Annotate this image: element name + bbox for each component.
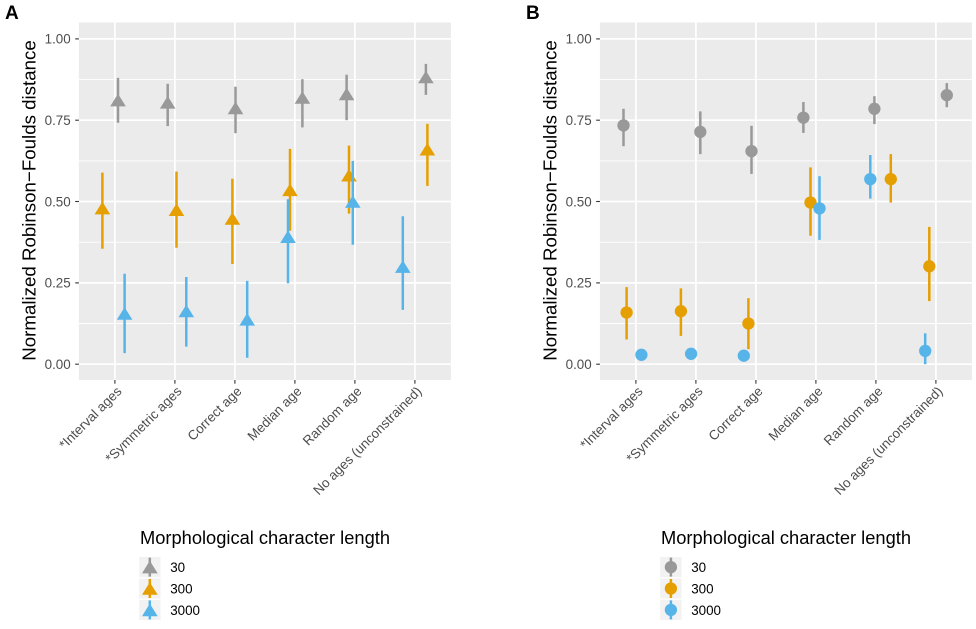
svg-text:0.00: 0.00	[566, 357, 592, 372]
svg-text:0.00: 0.00	[45, 357, 71, 372]
svg-text:3000: 3000	[691, 603, 721, 618]
svg-text:30: 30	[170, 560, 185, 575]
svg-text:0.25: 0.25	[45, 276, 71, 291]
svg-text:300: 300	[691, 582, 713, 597]
svg-text:30: 30	[691, 560, 706, 575]
svg-text:300: 300	[170, 582, 192, 597]
svg-text:A: A	[5, 3, 19, 24]
svg-text:Morphological character length: Morphological character length	[140, 527, 390, 548]
svg-text:B: B	[526, 3, 540, 24]
svg-text:0.25: 0.25	[566, 276, 592, 291]
svg-text:Morphological character length: Morphological character length	[661, 527, 911, 548]
svg-text:1.00: 1.00	[566, 32, 592, 47]
svg-text:0.75: 0.75	[566, 113, 592, 128]
svg-text:0.50: 0.50	[566, 194, 592, 209]
svg-text:0.50: 0.50	[45, 194, 71, 209]
svg-text:Normalized Robinson−Foulds dis: Normalized Robinson−Foulds distance	[540, 40, 561, 360]
svg-text:Normalized Robinson−Foulds dis: Normalized Robinson−Foulds distance	[19, 40, 40, 360]
svg-text:0.75: 0.75	[45, 113, 71, 128]
svg-text:3000: 3000	[170, 603, 200, 618]
svg-text:1.00: 1.00	[45, 32, 71, 47]
